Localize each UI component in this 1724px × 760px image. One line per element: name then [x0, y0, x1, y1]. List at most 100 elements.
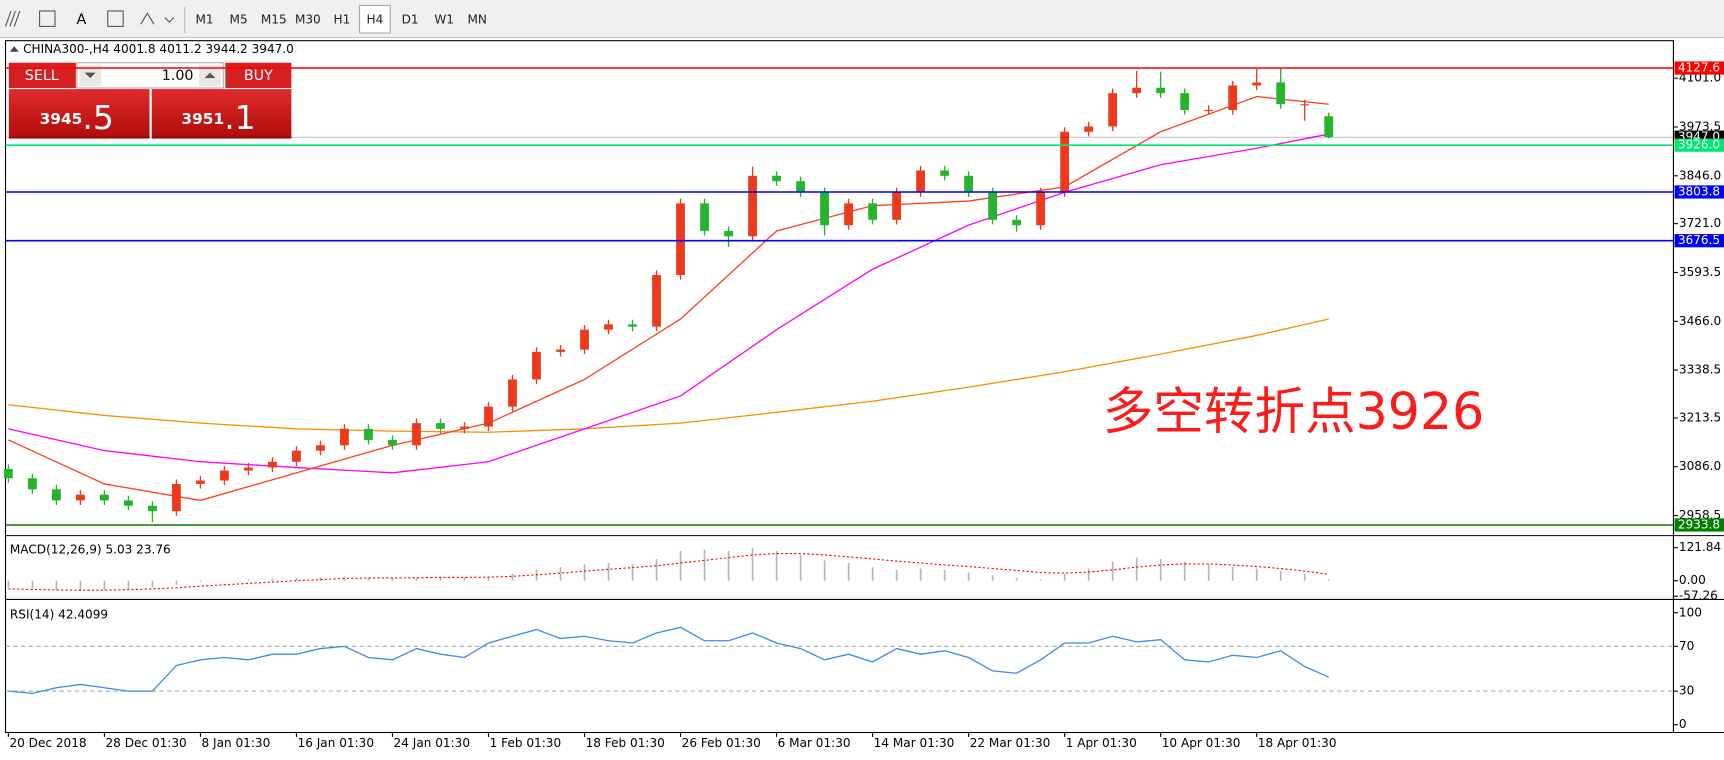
chart-header: CHINA300-,H4 4001.8 4011.2 3944.2 3947.0 [23, 42, 294, 56]
price-label: 4127.6 [1678, 61, 1720, 75]
candle-body [1060, 131, 1070, 193]
icon-text[interactable] [107, 10, 124, 27]
price-label-box [1674, 185, 1724, 199]
x-tick-label: 10 Apr 01:30 [1162, 736, 1241, 750]
timeframe-button[interactable]: MN [467, 12, 486, 26]
x-tick-label: 28 Dec 01:30 [106, 736, 187, 750]
x-tick-label: 16 Jan 01:30 [298, 736, 374, 750]
candle-body [124, 500, 133, 506]
price-label: 3926.0 [1678, 138, 1720, 152]
candle-body [868, 203, 877, 220]
price-label: 3803.8 [1678, 184, 1720, 198]
candle-body [964, 175, 974, 193]
lot-input[interactable] [76, 62, 224, 89]
candle-body [436, 423, 445, 429]
icon-shapes[interactable] [140, 12, 175, 25]
candle-body [1012, 219, 1022, 226]
candle-body [1300, 104, 1310, 106]
y-tick-label: 30 [1679, 684, 1694, 698]
candle-body [532, 351, 541, 380]
candle-body [1276, 82, 1286, 105]
timeframe-button[interactable]: W1 [434, 12, 454, 26]
candle-body [1180, 93, 1190, 110]
candle-body [172, 483, 181, 512]
annotation: 多空转折点3926 [1103, 382, 1485, 441]
timeframe-button[interactable]: D1 [402, 12, 419, 26]
y-tick-label: 3213.5 [1679, 410, 1721, 424]
bid-price: 3945.5 [40, 97, 114, 136]
moving-average [8, 95, 1329, 502]
candle-body [652, 274, 661, 327]
up-arrow [204, 72, 216, 79]
candle-body [316, 445, 325, 451]
x-tick-label: 1 Feb 01:30 [490, 736, 562, 750]
sell-button[interactable] [8, 62, 76, 88]
moving-average [8, 133, 1329, 474]
candle-body [628, 324, 637, 327]
y-tick-label: 0.00 [1679, 573, 1706, 587]
candle-body [412, 423, 421, 446]
candle-body [1084, 126, 1094, 132]
x-tick-label: 8 Jan 01:30 [202, 736, 271, 750]
x-tick-label: 26 Feb 01:30 [682, 736, 761, 750]
y-tick-label: 3086.0 [1679, 459, 1721, 473]
x-tick-label: 20 Dec 2018 [9, 736, 86, 750]
candle-body [1228, 85, 1238, 110]
down-arrow [84, 72, 96, 79]
bid-main: 3945 [40, 109, 83, 127]
timeframe-button[interactable]: H1 [334, 12, 351, 26]
x-tick-label: 1 Apr 01:30 [1066, 736, 1137, 750]
timeframe-button[interactable]: M1 [195, 12, 213, 26]
candle-body [700, 203, 709, 231]
price-label-box [1674, 61, 1724, 75]
buy-button[interactable] [225, 62, 292, 88]
price-label-box [1674, 138, 1724, 152]
price-label: 2933.8 [1678, 517, 1720, 531]
rsi-line [8, 626, 1330, 695]
candle-body [892, 192, 901, 220]
y-tick-label: 121.84 [1679, 540, 1721, 554]
ask-box[interactable] [151, 89, 292, 139]
timeframe-button[interactable]: M30 [295, 12, 321, 26]
candle-body [75, 494, 85, 501]
plot-candlestick [3, 67, 1674, 526]
timeframe-button[interactable]: M5 [230, 12, 248, 26]
candle-body [388, 439, 397, 446]
icon-grid[interactable] [39, 10, 56, 27]
lot-value[interactable]: 1.00 [162, 68, 194, 84]
timeframe-active [358, 4, 391, 34]
timeframe-button[interactable]: H4 [367, 12, 384, 26]
candle-body [940, 170, 950, 176]
candle-body [844, 203, 853, 226]
ask-tail: .1 [224, 97, 255, 136]
timeframe-button[interactable]: M15 [261, 12, 287, 26]
x-tick-label: 6 Mar 01:30 [778, 736, 851, 750]
candle-body [268, 461, 277, 468]
candle-body [724, 230, 733, 237]
y-tick-label: 3338.5 [1679, 363, 1721, 377]
candle-body [820, 192, 829, 226]
plot-line [5, 626, 1674, 695]
bid-box[interactable] [8, 89, 150, 139]
icon-lines[interactable] [4, 10, 21, 27]
price-label: 3676.5 [1678, 233, 1720, 247]
y-tick-label: 3721.0 [1679, 216, 1721, 230]
sell-label[interactable]: SELL [25, 68, 59, 84]
buy-label[interactable]: BUY [244, 68, 273, 84]
candle-body [460, 426, 469, 429]
x-tick-label: 18 Apr 01:30 [1258, 736, 1337, 750]
candle-body [1108, 93, 1118, 127]
price-label-box [1674, 234, 1724, 248]
y-tick-label: 3593.5 [1679, 265, 1721, 279]
candle-body [1252, 82, 1262, 86]
candle-body [100, 494, 109, 501]
candle-body [27, 478, 37, 490]
candle-body [1204, 109, 1214, 112]
candle-body [340, 428, 349, 446]
indicator-title: MACD(12,26,9) 5.03 23.76 [10, 542, 171, 556]
candle-body [604, 324, 613, 330]
tool-text[interactable]: A [76, 12, 86, 28]
candle-body [916, 170, 925, 193]
indicator-title: RSI(14) 42.4099 [10, 607, 108, 621]
